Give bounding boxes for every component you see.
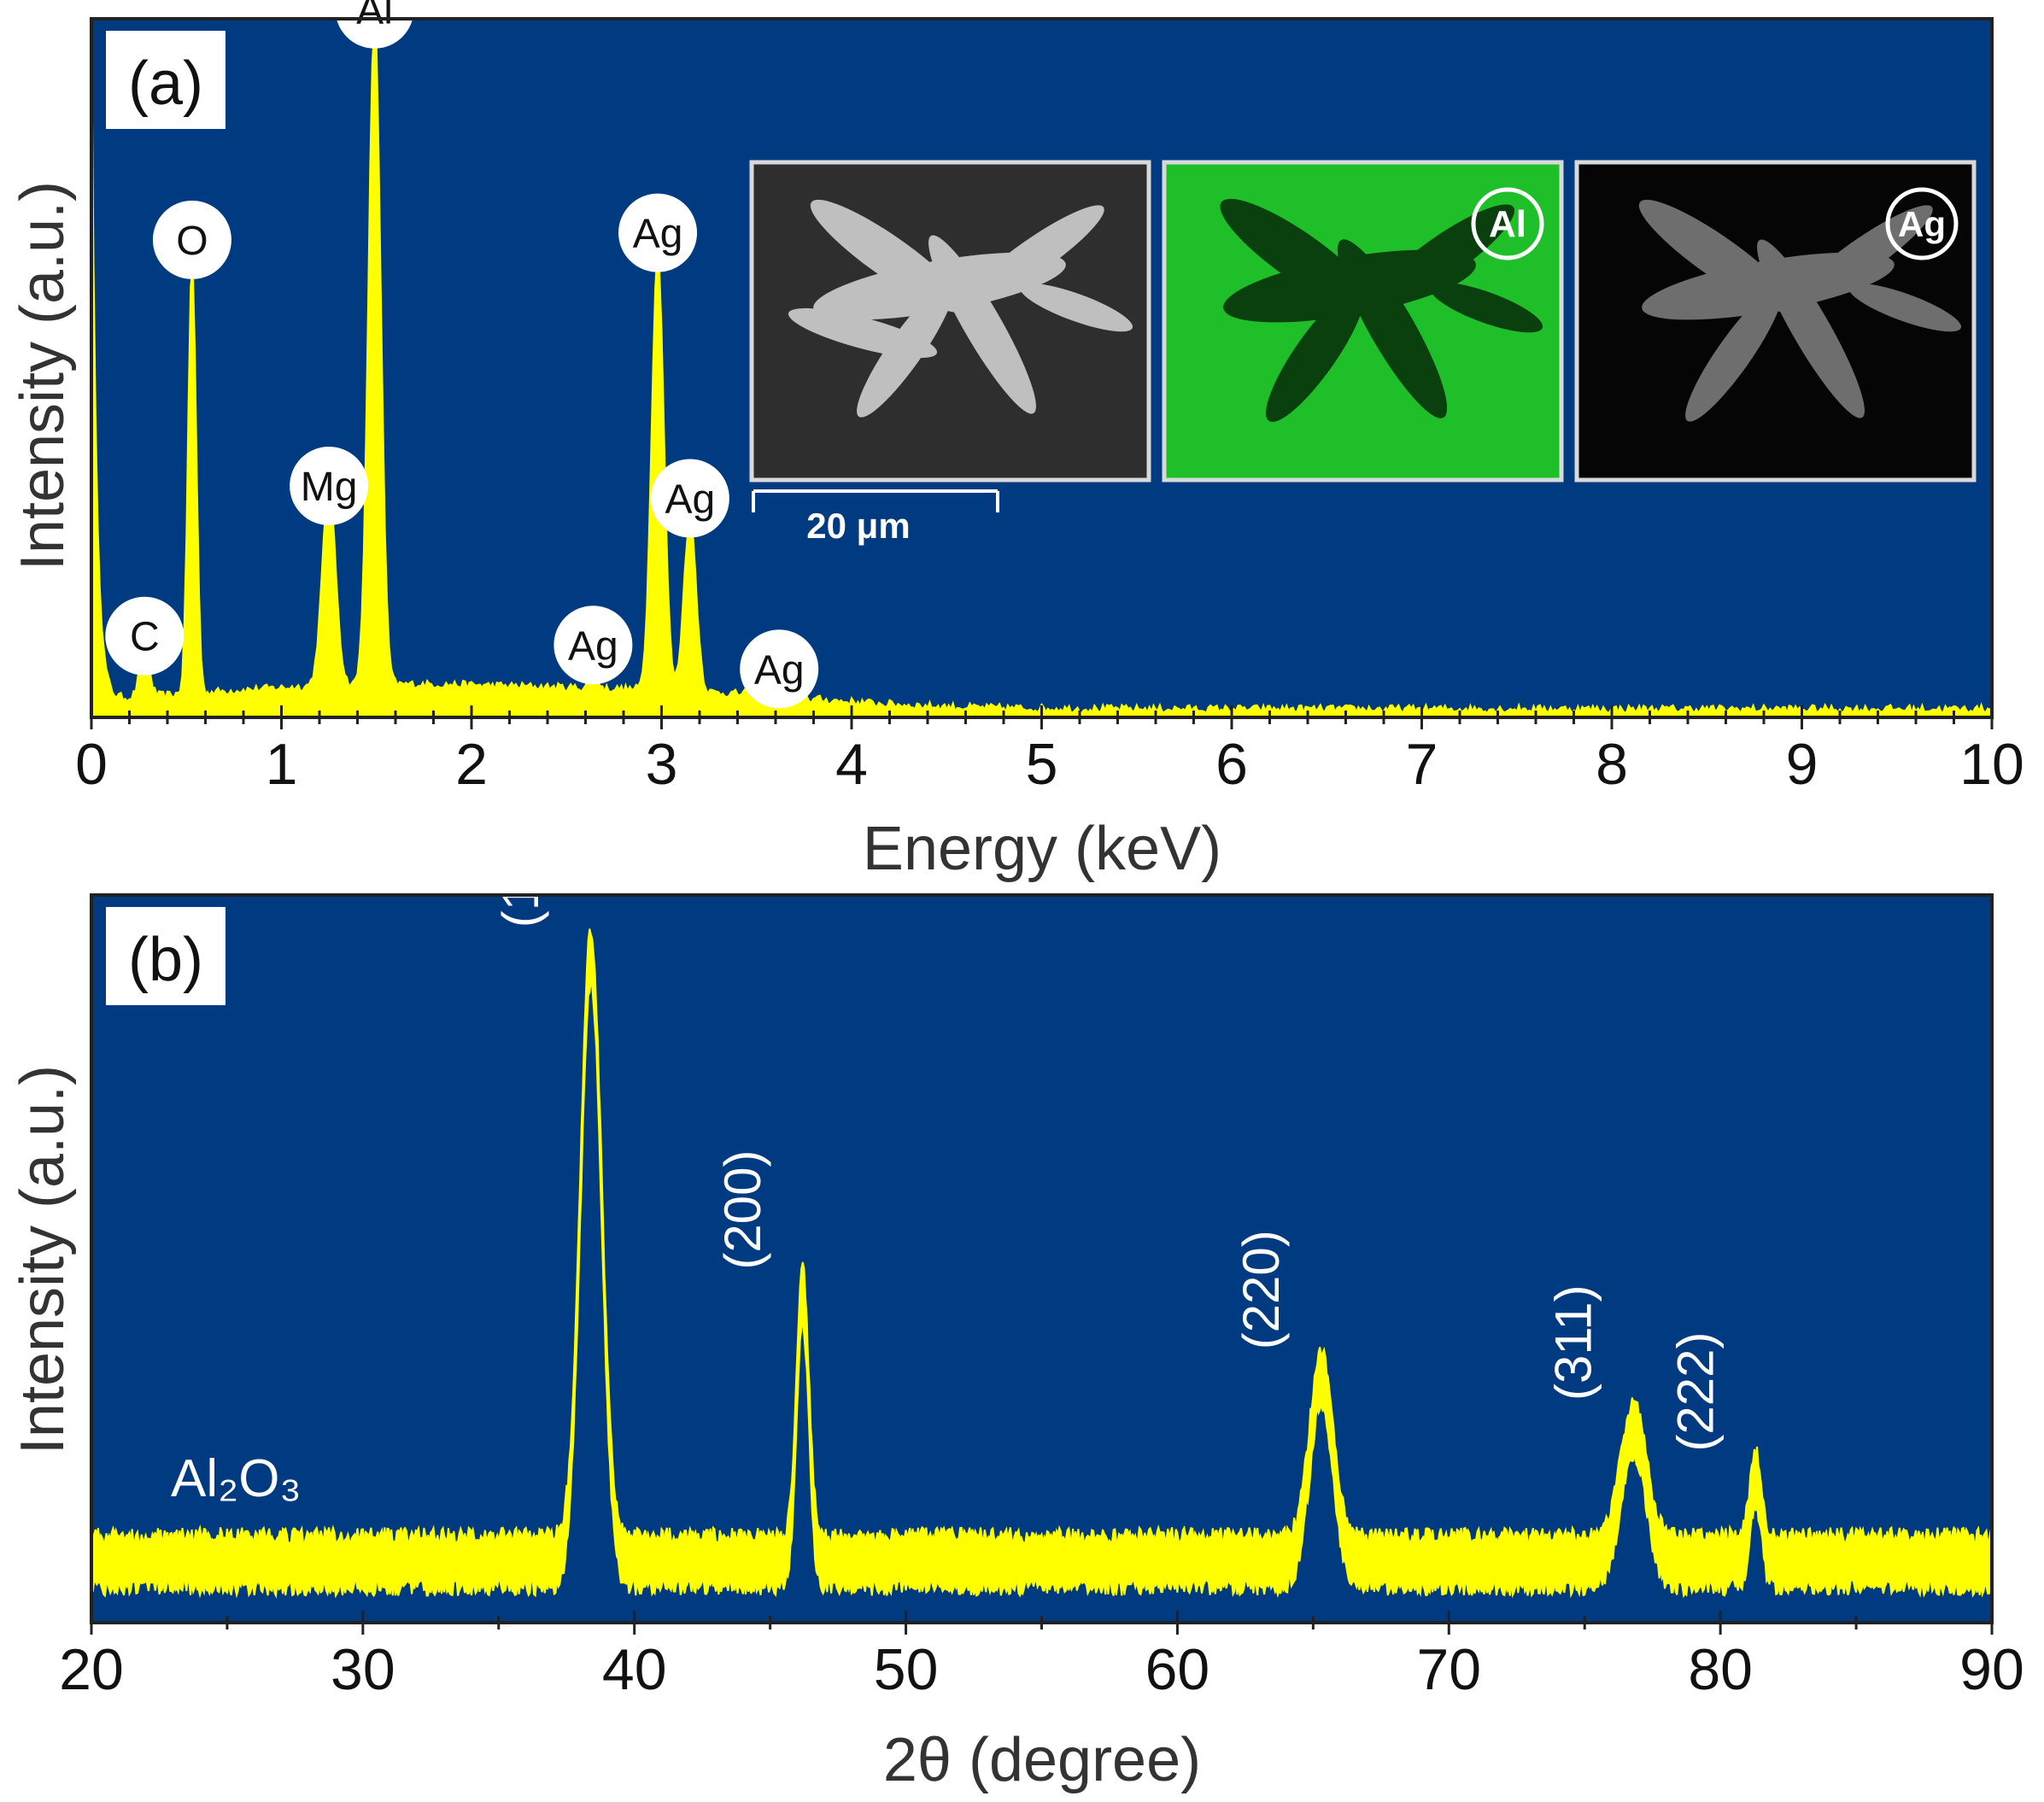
peak-label-ag: Ag	[553, 606, 633, 685]
al-map-image: Al	[1162, 160, 1564, 483]
al-map-label-circle	[1471, 187, 1544, 260]
scale-bar	[752, 489, 999, 512]
x-tick-label: 10	[1959, 732, 2024, 797]
peak-label-111: (111)	[492, 816, 549, 927]
al2o3-label: Al₂O₃	[171, 1449, 302, 1508]
svg-text:(a): (a)	[128, 50, 203, 118]
al-map-label: Al	[1489, 203, 1526, 245]
peak-label-circle	[740, 629, 819, 709]
x-tick-label: 90	[1959, 1637, 2024, 1702]
ag-map-label-circle	[1885, 187, 1959, 260]
peak-label-al: Al	[335, 0, 414, 49]
peak-label-text: Ag	[665, 477, 716, 523]
peak-label-circle	[290, 446, 369, 525]
peak-label-text: Ag	[568, 623, 618, 669]
ag-map-label: Ag	[1898, 204, 1946, 244]
x-tick-label: 40	[602, 1637, 667, 1702]
x-tick-label: 60	[1145, 1637, 1210, 1702]
x-tick-label: 4	[835, 732, 868, 797]
x-tick-label: 70	[1416, 1637, 1481, 1702]
x-tick-label: 20	[59, 1637, 124, 1702]
peak-label-text: Ag	[633, 212, 683, 257]
sem-inset: Al Ag 20 μm	[749, 160, 1977, 546]
panel-a-x-axis-title: Energy (keV)	[863, 815, 1221, 883]
peak-label-ag: Ag	[650, 459, 729, 538]
svg-text:(b): (b)	[128, 926, 203, 994]
x-tick-label: 30	[331, 1637, 395, 1702]
peak-label-circle	[152, 200, 231, 279]
x-tick-label: 50	[874, 1637, 939, 1702]
peak-label-311: (311)	[1544, 1284, 1602, 1401]
panel-b-label: (b)	[106, 907, 225, 1005]
peak-label-text: C	[130, 615, 160, 660]
peak-label-text: Mg	[301, 465, 358, 510]
x-tick-label: 2	[455, 732, 488, 797]
peak-label-c: C	[105, 596, 184, 676]
x-tick-label: 80	[1688, 1637, 1753, 1702]
x-tick-label: 7	[1406, 732, 1438, 797]
peak-label-mg: Mg	[290, 446, 369, 525]
panel-a-peak-labels: C O Mg Al Ag Ag Ag Ag	[105, 0, 819, 709]
x-tick-label: 8	[1596, 732, 1628, 797]
panel-a-y-axis-title: Intensity (a.u.)	[9, 181, 77, 570]
x-tick-label: 5	[1026, 732, 1058, 797]
peak-label-o: O	[152, 200, 231, 279]
peak-label-circle	[105, 596, 184, 676]
x-tick-label: 1	[266, 732, 298, 797]
peak-label-220: (220)	[1233, 1230, 1290, 1349]
peak-label-222: (222)	[1667, 1332, 1725, 1452]
peak-label-text: O	[176, 219, 208, 264]
panel-b-x-axis: 20 30 40 50 60 70 80 90	[59, 1611, 2024, 1702]
peak-label-circle	[650, 459, 729, 538]
peak-label-200: (200)	[714, 1150, 771, 1270]
panel-b: (111) (200) (220) (311) (222) Al₂O₃ (b) 20 30…	[9, 816, 2024, 1794]
sem-image	[749, 160, 1151, 483]
panel-a-label: (a)	[106, 31, 225, 129]
x-tick-label: 3	[646, 732, 678, 797]
panel-b-x-axis-title: 2θ (degree)	[883, 1726, 1201, 1794]
panel-b-peak-labels: (111) (200) (220) (311) (222)	[492, 816, 1725, 1452]
scale-bar-label: 20 μm	[806, 506, 910, 546]
panel-b-y-axis-title: Intensity (a.u.)	[9, 1065, 77, 1454]
panel-a: C O Mg Al Ag Ag Ag Ag	[9, 0, 2024, 883]
peak-label-text: Ag	[754, 647, 805, 693]
panel-a-eds-spectrum-line	[91, 26, 1993, 718]
peak-label-circle	[618, 193, 698, 272]
ag-map-image: Ag	[1574, 160, 1977, 483]
panel-b-plot-area	[91, 895, 1992, 1623]
x-tick-label: 9	[1786, 732, 1819, 797]
panel-a-x-axis: 0 1 2 3 4 5 6 7 8 9 10	[75, 705, 2024, 797]
x-tick-label: 0	[75, 732, 108, 797]
peak-label-circle	[335, 0, 414, 49]
x-tick-label: 6	[1215, 732, 1248, 797]
peak-label-ag: Ag	[740, 629, 819, 709]
peak-label-circle	[553, 606, 633, 685]
peak-label-ag: Ag	[618, 193, 698, 272]
peak-label-text: Al	[356, 0, 393, 33]
